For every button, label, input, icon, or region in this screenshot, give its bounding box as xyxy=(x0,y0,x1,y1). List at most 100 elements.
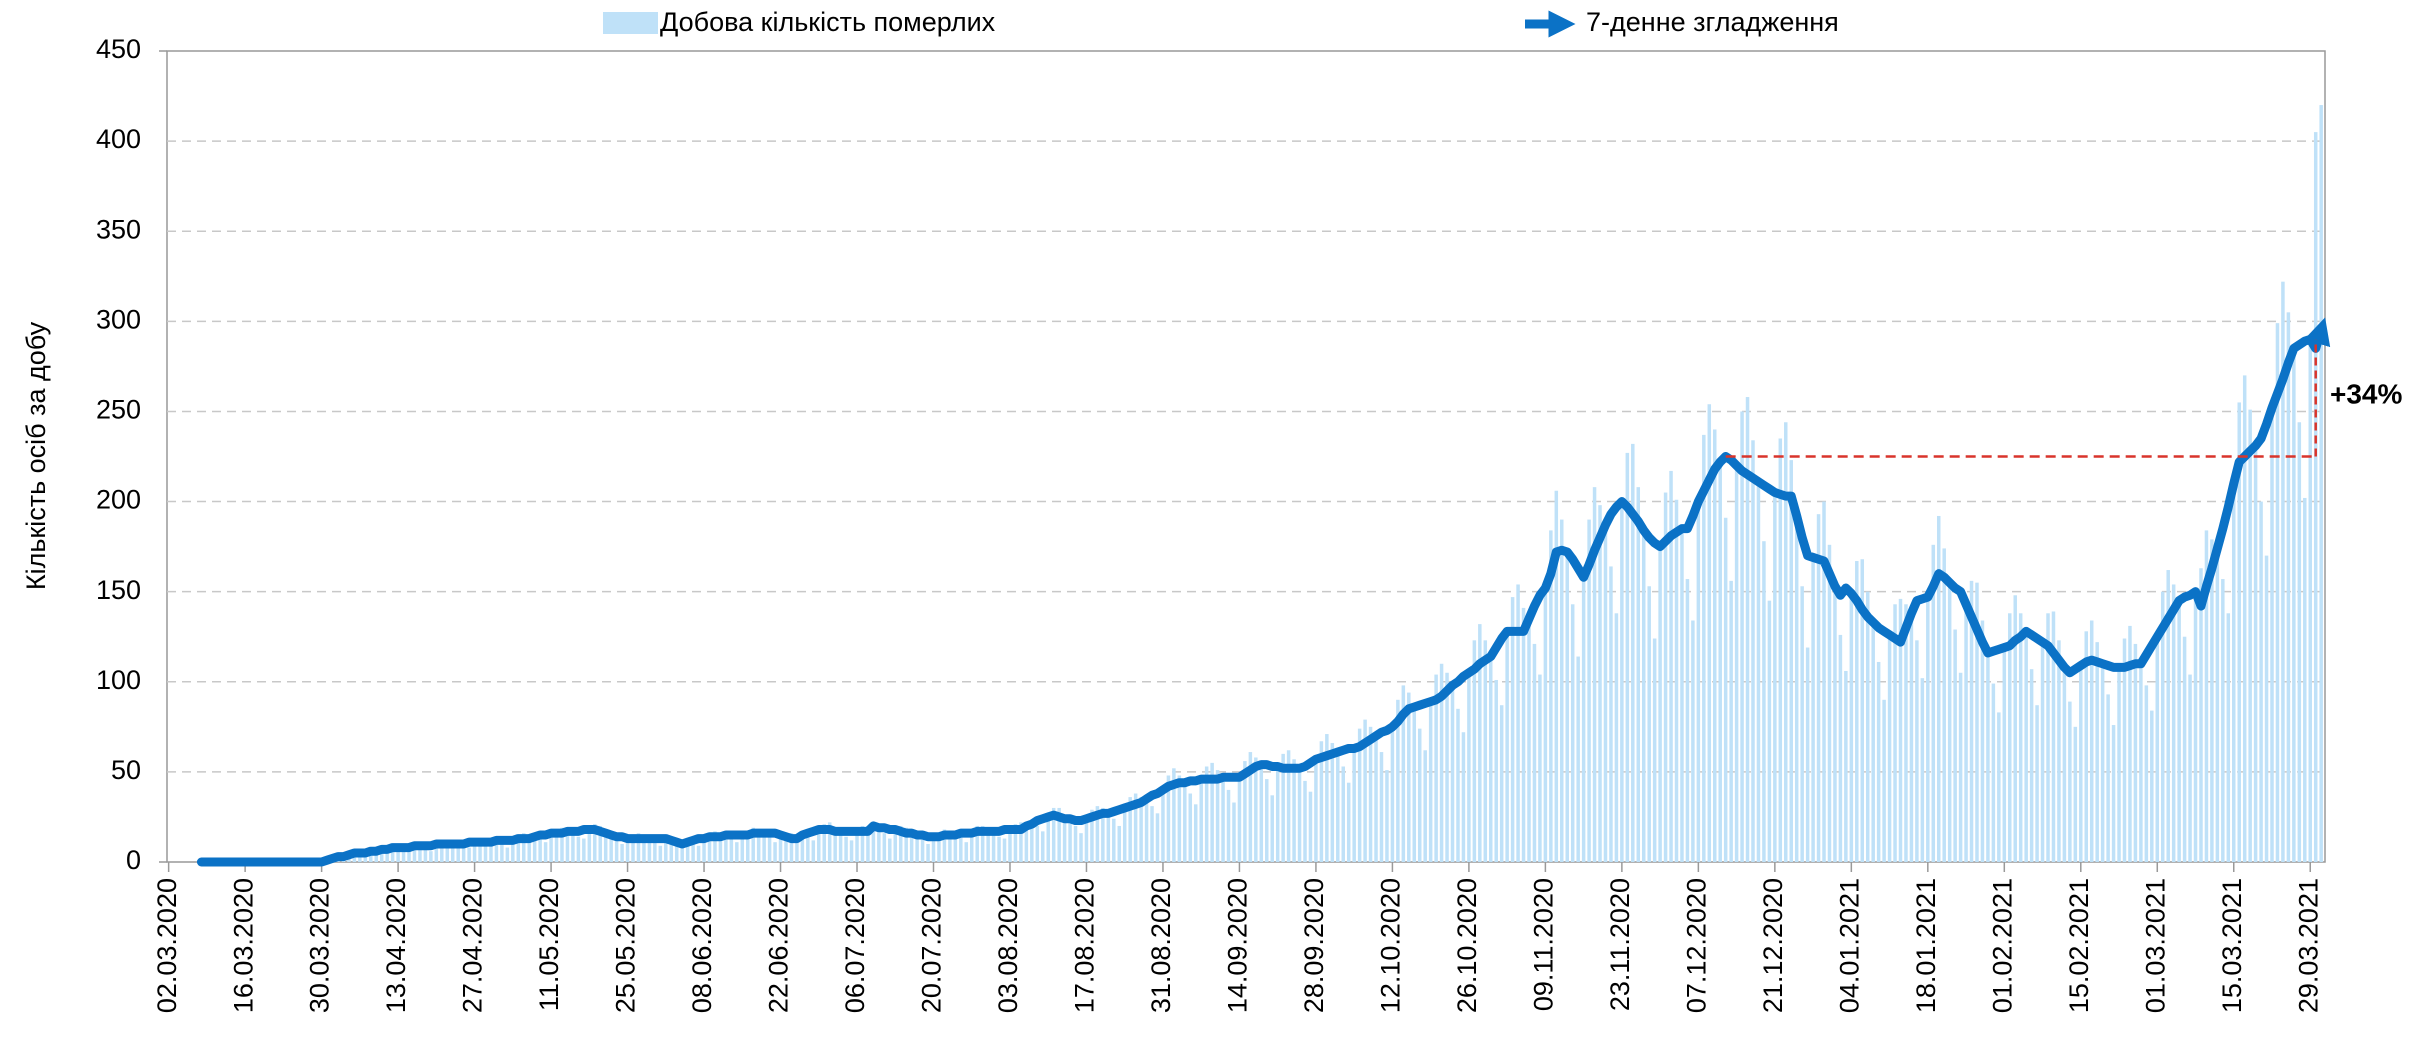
bar xyxy=(1855,561,1859,862)
bar xyxy=(2160,591,2165,862)
x-tick-label: 01.02.2021 xyxy=(1987,878,2017,1013)
bar xyxy=(478,838,482,862)
bar xyxy=(1199,779,1203,862)
bar xyxy=(969,833,974,862)
bar xyxy=(1915,640,1919,862)
bar-series xyxy=(325,105,2323,863)
bar xyxy=(1822,501,1826,862)
bar xyxy=(2057,640,2061,862)
bar xyxy=(2029,669,2034,862)
bar xyxy=(991,831,996,862)
bar xyxy=(647,838,652,862)
bar xyxy=(1691,620,1695,862)
bar xyxy=(1019,822,1023,862)
bar xyxy=(1117,825,1121,862)
bar xyxy=(898,825,903,862)
bar xyxy=(1964,604,1968,862)
bar xyxy=(1483,640,1488,862)
bar xyxy=(844,836,848,862)
bar xyxy=(609,834,613,862)
bar xyxy=(920,838,925,862)
x-tick-label: 29.03.2021 xyxy=(2293,878,2323,1013)
bar xyxy=(1057,807,1061,862)
bar xyxy=(2035,705,2039,862)
bar xyxy=(849,840,854,862)
bar xyxy=(1997,712,2001,862)
bar xyxy=(756,829,761,862)
bar xyxy=(1046,816,1050,862)
bar xyxy=(1417,728,1422,862)
bar xyxy=(751,827,755,862)
bar xyxy=(1133,793,1138,862)
bar xyxy=(587,829,592,862)
bar xyxy=(1805,647,1810,862)
bar xyxy=(1467,672,1471,862)
bar xyxy=(516,834,521,862)
x-tick-label: 23.11.2020 xyxy=(1605,878,1635,1011)
bar xyxy=(631,834,635,862)
x-tick-label: 21.12.2020 xyxy=(1758,878,1788,1013)
bar xyxy=(1865,591,1870,862)
bar xyxy=(620,843,624,862)
x-tick-label: 06.07.2020 xyxy=(840,878,870,1013)
bar xyxy=(2079,665,2083,862)
bar xyxy=(401,845,406,862)
bar xyxy=(1292,759,1296,862)
x-tick-label: 18.01.2021 xyxy=(1911,878,1941,1013)
bar xyxy=(1221,777,1225,862)
bar xyxy=(959,836,963,862)
bar xyxy=(2204,530,2209,862)
bar xyxy=(456,843,460,862)
bar xyxy=(1592,487,1597,862)
bar xyxy=(1576,656,1580,862)
bar xyxy=(882,833,887,862)
bar xyxy=(1243,761,1247,862)
bar xyxy=(505,847,510,862)
x-tick-label: 07.12.2020 xyxy=(1681,878,1711,1013)
bar xyxy=(1745,397,1750,862)
legend-label: 7-денне згладження xyxy=(1586,7,1839,37)
bar xyxy=(702,838,706,862)
bar xyxy=(1947,582,1952,862)
bar xyxy=(1784,422,1788,862)
bar xyxy=(2188,674,2192,862)
bar xyxy=(1767,600,1772,862)
bar xyxy=(1510,597,1515,862)
bar xyxy=(1663,492,1668,862)
bar xyxy=(1051,807,1056,862)
bar xyxy=(680,842,684,862)
bar xyxy=(1079,833,1083,862)
x-tick-label: 13.04.2020 xyxy=(381,878,411,1013)
bar xyxy=(1368,726,1373,862)
x-tick-label: 04.01.2021 xyxy=(1834,878,1864,1013)
x-tick-label: 09.11.2020 xyxy=(1529,878,1559,1011)
y-tick-label: 450 xyxy=(96,34,141,64)
bar xyxy=(1849,593,1854,862)
bar xyxy=(833,827,837,862)
bar xyxy=(1909,613,1914,862)
annotation-label: +34% xyxy=(2330,378,2402,409)
x-tick-label: 27.04.2020 xyxy=(458,878,488,1013)
x-tick-label: 11.05.2020 xyxy=(534,878,564,1011)
bar xyxy=(2248,409,2252,862)
bar xyxy=(986,827,990,862)
bar xyxy=(1538,674,1542,862)
bar xyxy=(1904,604,1908,862)
bar xyxy=(1122,807,1127,862)
bar xyxy=(855,831,859,862)
bar xyxy=(1756,481,1761,862)
bar xyxy=(1002,838,1007,862)
bar xyxy=(625,838,630,862)
bar xyxy=(2139,663,2143,862)
bar xyxy=(1172,768,1176,862)
bar xyxy=(1926,597,1930,862)
bar xyxy=(1423,750,1427,862)
bar xyxy=(1696,501,1701,862)
bar xyxy=(1314,759,1318,862)
bar xyxy=(2308,339,2312,862)
x-tick-label: 26.10.2020 xyxy=(1452,878,1482,1013)
bar xyxy=(1439,663,1444,862)
bar xyxy=(2171,584,2176,862)
x-tick-label: 15.03.2021 xyxy=(2217,878,2247,1013)
bar xyxy=(822,824,826,862)
